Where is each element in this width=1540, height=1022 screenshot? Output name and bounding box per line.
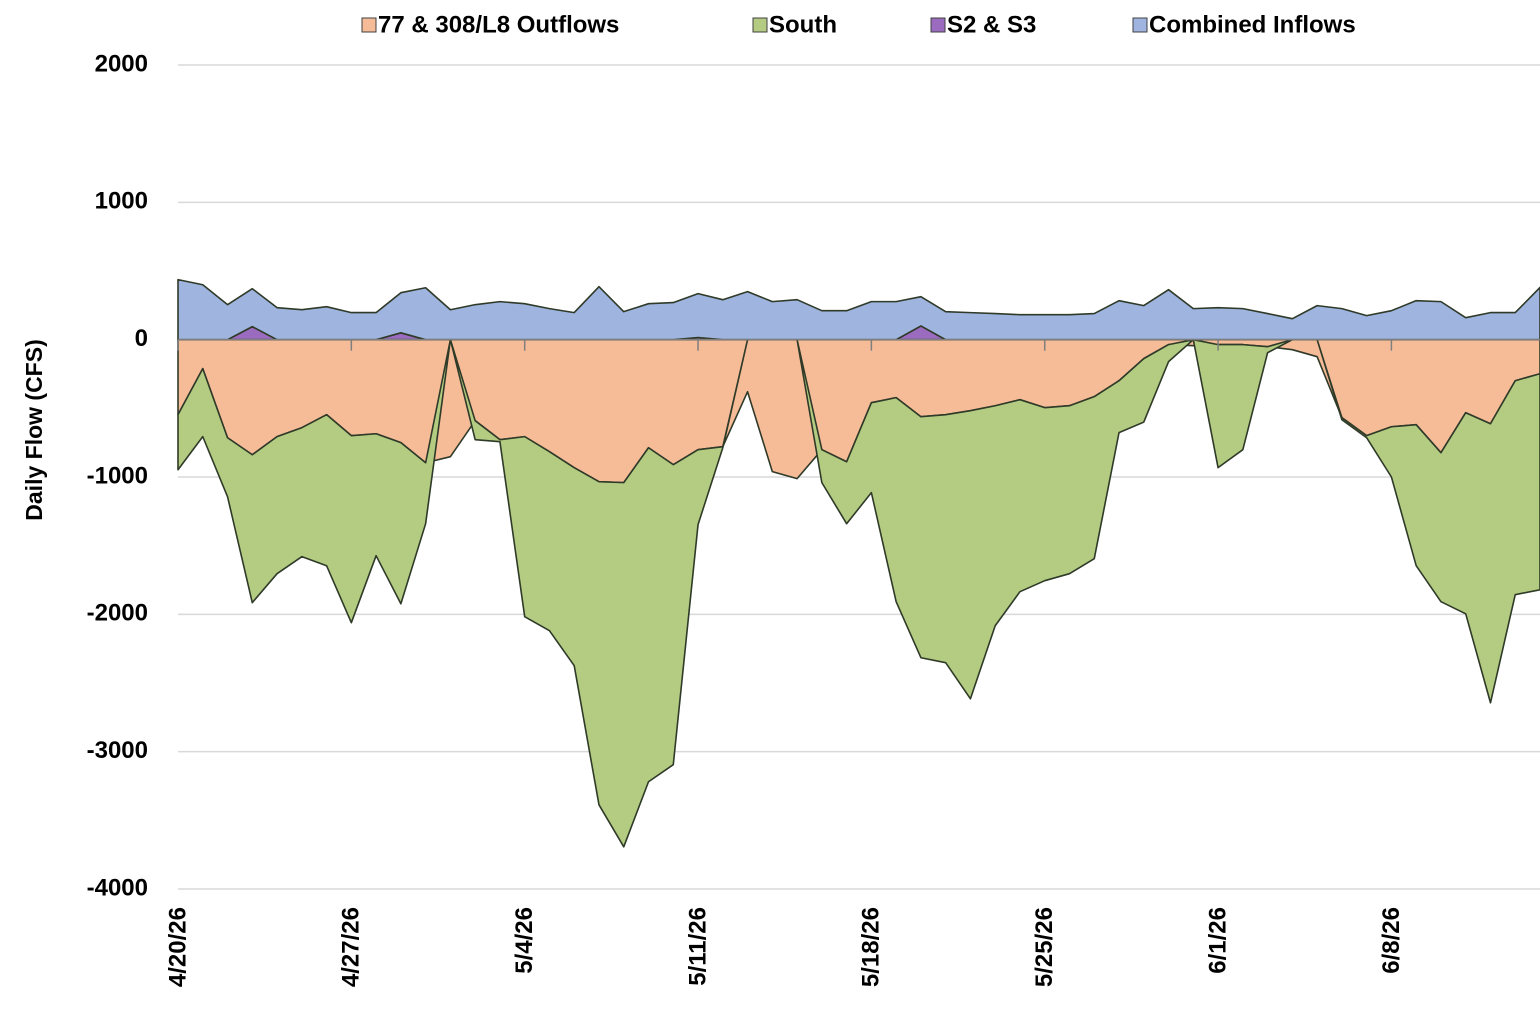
y-tick-label: -2000 — [87, 600, 148, 627]
area — [177, 278, 1540, 341]
y-tick-label: 2000 — [95, 50, 148, 77]
y-axis-title: Daily Flow (CFS) — [21, 339, 47, 520]
legend-swatch — [361, 17, 377, 33]
x-tick-label: 4/27/26 — [338, 907, 365, 987]
x-tick-label: 4/20/26 — [164, 907, 191, 987]
area — [177, 338, 1540, 848]
x-tick-label: 6/1/26 — [1204, 907, 1231, 974]
legend-label: South — [769, 11, 837, 38]
x-tick-label: 5/4/26 — [511, 907, 538, 974]
legend-label: S2 & S3 — [947, 11, 1036, 38]
x-tick-label: 5/18/26 — [858, 907, 885, 987]
y-tick-label: -4000 — [87, 874, 148, 901]
y-tick-label: 1000 — [95, 188, 148, 215]
y-tick-label: 0 — [135, 325, 148, 352]
legend-swatch — [930, 17, 946, 33]
legend-label: Combined Inflows — [1149, 11, 1356, 38]
legend-swatch — [1132, 17, 1148, 33]
legend-swatch — [752, 17, 768, 33]
legend-label: 77 & 308/L8 Outflows — [378, 11, 619, 38]
y-tick-label: -3000 — [87, 737, 148, 764]
y-tick-label: -1000 — [87, 462, 148, 489]
x-tick-label: 5/11/26 — [684, 907, 711, 986]
x-tick-label: 6/8/26 — [1378, 907, 1405, 974]
x-tick-label: 5/25/26 — [1031, 907, 1058, 987]
